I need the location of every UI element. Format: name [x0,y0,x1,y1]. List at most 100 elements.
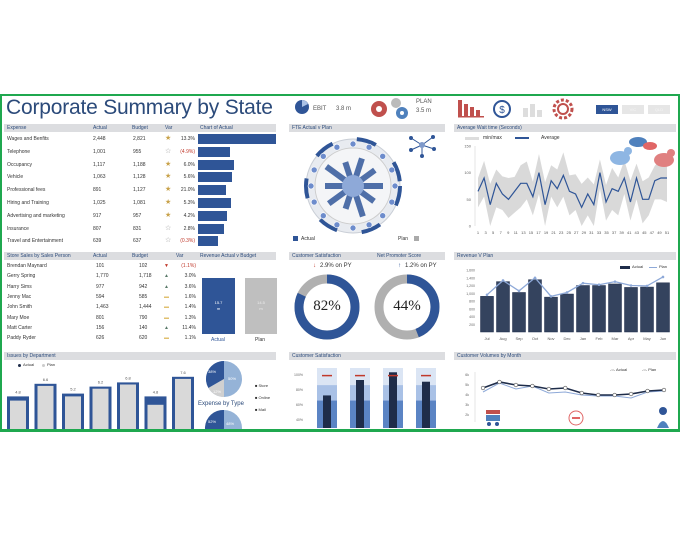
sales-var: 3.0% [184,273,196,280]
revenue-plan-bar: 14.5 m [245,278,277,334]
rev-legend-actual: Actual [632,264,644,269]
sales-var: 1.3% [184,314,196,321]
svg-text:1,400: 1,400 [466,276,475,280]
expense-bar [198,223,224,234]
svg-text:5: 5 [492,230,495,235]
issues-legend-actual-dot [18,364,21,367]
expense-name: Travel and Entertainment [7,238,63,245]
expense-budget: 637 [133,238,142,245]
flat-icon: ▬ [164,293,169,300]
svg-text:5.2: 5.2 [70,387,76,392]
sales-var: (1.1%) [181,263,196,269]
revenue-actual-value: 15.7 [214,300,223,305]
expense-actual: 2,448 [93,136,106,142]
expense-bar [198,236,219,247]
svg-text:4.8: 4.8 [153,389,159,394]
expense-var: 13.3% [180,136,195,142]
svg-text:Jul: Jul [484,336,489,341]
expense-bar [198,198,231,208]
expense-var: 2.8% [183,225,195,232]
svg-text:5k: 5k [465,383,469,387]
legend-minmax: min/max [483,135,502,141]
star-filled-icon: ★ [165,186,172,194]
col-actual: Actual [93,125,107,131]
expense-budget: 957 [133,212,142,219]
state-button-nsw[interactable]: NSW [596,105,618,114]
wait-time-title: Average Wait time (Seconds) [457,125,522,131]
issues-legend-actual: Actual [23,362,35,367]
fte-legend-plan-swatch [414,236,419,241]
legend-average: Average [541,135,560,141]
expense-bar [198,134,276,144]
gear-basket-icon [552,98,574,120]
svg-text:39: 39 [619,230,624,235]
expense-budget: 1,128 [133,174,146,181]
state-button-vic[interactable]: VIC [622,105,644,114]
svg-text:31: 31 [589,230,594,235]
fte-legend-actual: Actual [301,236,315,242]
expense-bar [198,172,232,183]
revenue-plan-unit: m [259,306,263,311]
expense-var: (4.9%) [180,148,195,155]
expense-by-type-title: Expense by Type [198,401,244,407]
sales-budget: 942 [139,283,148,290]
sales-budget: 1,718 [139,273,152,280]
svg-text:17: 17 [536,230,541,235]
svg-text:13: 13 [521,230,526,235]
plan-value: 3.5 m [416,108,432,114]
expense-name: Vehicle [7,174,24,181]
svg-text:11: 11 [514,230,519,235]
expense-pie-2 [204,409,242,429]
sales-actual: 801 [96,314,105,321]
rev-legend-plan-swatch [649,267,657,268]
sales-actual: 1,463 [96,304,109,311]
svg-text:Feb: Feb [596,336,604,341]
plan-label: PLAN [416,99,432,105]
expense-var: 5.6% [183,174,195,181]
fte-legend-actual-swatch [293,236,298,241]
issues-chart: 4.8 6.6 5.2 6.2 6.8 4.8 7.6 [7,370,194,429]
svg-text:9: 9 [507,230,510,235]
svg-text:7: 7 [500,230,503,235]
network-icon [409,135,436,158]
sales-budget: 1,444 [139,304,152,311]
svg-text:Dec: Dec [563,336,570,341]
bar-chart-icon [458,100,484,118]
svg-text:600: 600 [469,307,475,311]
pie2-label-b: 48% [226,421,235,426]
vol-legend-plan: -○- Plan [642,367,657,372]
state-button-qld[interactable]: QLD [648,105,670,114]
legend-average-swatch [515,137,529,139]
svg-text:27: 27 [574,230,579,235]
expense-name: Advertising and marketing [7,212,65,219]
revenue-plan-title: Revenue V Plan [457,253,494,259]
expense-budget: 1,188 [133,161,146,168]
expense-actual: 1,063 [93,174,106,181]
cust-sat-header: Customer Satisfaction [289,352,445,360]
expense-budget: 2,821 [133,136,146,142]
sales-budget: 140 [139,324,148,331]
svg-text:400: 400 [469,315,475,319]
sales-actual: 1,770 [96,273,109,280]
pie1-label-mail: 38% [208,369,217,374]
vol-legend-actual: -○- Actual [610,367,628,372]
expense-actual: 807 [93,225,102,232]
expense-budget: 1,127 [133,187,146,194]
svg-text:1,000: 1,000 [466,292,475,296]
salesperson-name: Matt Carter [7,324,33,331]
svg-text:Mar: Mar [612,336,620,341]
expense-var: 21.0% [180,187,195,194]
revenue-actual-unit: m [216,306,221,311]
stamp-icon [568,410,584,426]
svg-text:3k: 3k [465,403,469,407]
col-var: Var [176,253,184,259]
satisfaction-header: Customer Satisfaction Net Promoter Score [289,252,445,260]
expense-name: Occupancy [7,161,33,168]
svg-text:1,200: 1,200 [466,284,475,288]
rev-legend-actual-swatch [620,266,630,269]
fte-title: FTE Actual v Plan [292,125,332,131]
svg-text:3: 3 [484,230,487,235]
pie-chart-icon [295,100,309,114]
svg-text:25: 25 [566,230,571,235]
svg-text:7.6: 7.6 [180,370,186,375]
